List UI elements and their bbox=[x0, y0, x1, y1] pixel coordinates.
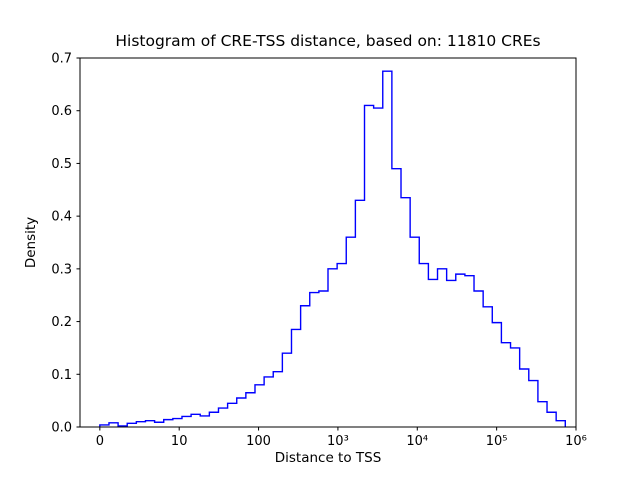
x-tick-label: 0 bbox=[96, 434, 104, 449]
y-tick-label: 0.5 bbox=[51, 157, 72, 172]
x-tick-label: 10⁶ bbox=[565, 434, 587, 449]
y-tick-label: 0.2 bbox=[51, 315, 72, 330]
plot-area bbox=[80, 58, 576, 427]
y-tick-label: 0.1 bbox=[51, 368, 72, 383]
y-axis-label: Density bbox=[23, 217, 39, 268]
y-tick-label: 0.6 bbox=[51, 104, 72, 119]
chart-title: Histogram of CRE-TSS distance, based on:… bbox=[115, 32, 540, 50]
y-axis-ticks: 0.0 0.1 0.2 0.3 0.4 0.5 0.6 0.7 bbox=[51, 52, 80, 436]
x-tick-label: 10⁴ bbox=[406, 434, 428, 449]
x-tick-label: 10 bbox=[171, 434, 188, 449]
x-axis-ticks: 0 10 100 10³ 10⁴ 10⁵ 10⁶ bbox=[96, 427, 587, 449]
y-tick-label: 0.0 bbox=[51, 421, 72, 436]
y-tick-label: 0.4 bbox=[51, 210, 72, 225]
x-tick-label: 10³ bbox=[327, 434, 349, 449]
histogram-step-line bbox=[99, 70, 566, 427]
y-tick-label: 0.7 bbox=[51, 52, 72, 67]
x-axis-label: Distance to TSS bbox=[275, 450, 382, 466]
x-tick-label: 100 bbox=[246, 434, 271, 449]
y-tick-label: 0.3 bbox=[51, 262, 72, 277]
axes-frame bbox=[79, 57, 577, 428]
x-tick-label: 10⁵ bbox=[486, 434, 508, 449]
